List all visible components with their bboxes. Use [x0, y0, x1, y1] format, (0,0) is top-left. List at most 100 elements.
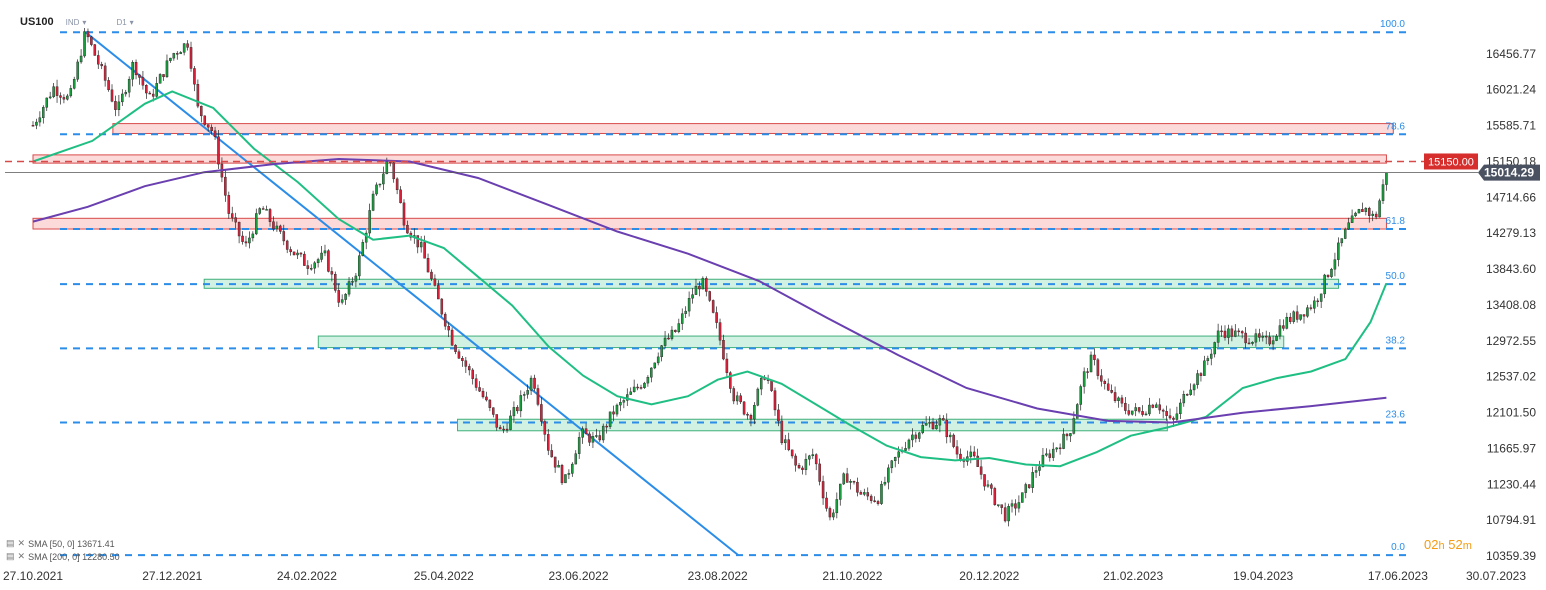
- candle: [406, 220, 409, 234]
- symbol-label[interactable]: US100: [20, 16, 54, 28]
- candle: [1309, 304, 1313, 311]
- candle-body: [790, 449, 794, 457]
- y-tick-label: 12537.02: [1486, 370, 1536, 384]
- timeframe-dropdown-icon[interactable]: ▾: [129, 17, 134, 27]
- candle: [512, 401, 516, 423]
- candle: [1368, 206, 1371, 223]
- candle: [38, 111, 42, 127]
- candle-body: [1288, 316, 1292, 322]
- candle-body: [97, 55, 100, 65]
- sma-eye-icon[interactable]: ▤: [6, 538, 15, 548]
- candle: [1110, 384, 1113, 394]
- candle: [1031, 466, 1034, 493]
- candle: [141, 70, 145, 90]
- candle-body: [176, 53, 179, 55]
- candle: [1000, 504, 1003, 515]
- sma-eye-icon[interactable]: ▤: [6, 551, 15, 561]
- candle: [739, 393, 742, 405]
- candle: [230, 206, 234, 222]
- candle-body: [976, 455, 979, 467]
- candle: [1106, 378, 1110, 392]
- candle: [1292, 310, 1295, 324]
- candle-body: [1055, 447, 1058, 450]
- candle-body: [1161, 409, 1165, 412]
- candle: [687, 291, 691, 317]
- fib-label-0.0: 0.0: [1391, 542, 1405, 553]
- candle-body: [639, 387, 643, 389]
- candle: [1182, 390, 1186, 407]
- candle: [347, 277, 351, 297]
- candle-body: [890, 460, 894, 469]
- candle: [1203, 355, 1206, 376]
- candle-body: [863, 492, 866, 495]
- candle-body: [529, 377, 533, 391]
- source-label[interactable]: IND: [65, 17, 80, 27]
- candle-body: [485, 396, 488, 401]
- candle-body: [1271, 340, 1275, 345]
- candle-body: [663, 337, 667, 346]
- candle: [193, 65, 196, 92]
- candle-body: [1096, 359, 1100, 376]
- source-dropdown-icon[interactable]: ▾: [82, 17, 87, 27]
- candle-body: [629, 391, 632, 395]
- candle-body: [948, 434, 952, 438]
- candle-body: [1165, 411, 1168, 416]
- candle: [564, 474, 567, 484]
- candle: [1354, 211, 1357, 218]
- y-tick-label: 16456.77: [1486, 47, 1536, 61]
- candle: [1261, 332, 1265, 342]
- candle-body: [1278, 325, 1282, 337]
- candle-body: [45, 97, 49, 108]
- candle-body: [1340, 238, 1344, 244]
- candle-body: [512, 407, 516, 417]
- y-tick-label: 13408.08: [1486, 298, 1536, 312]
- candle: [196, 79, 200, 109]
- candle-body: [79, 55, 83, 63]
- candle-body: [646, 376, 650, 384]
- remove-indicator-icon[interactable]: ✕: [17, 538, 26, 548]
- candle-body: [739, 395, 742, 403]
- candle: [303, 251, 306, 266]
- candle-body: [835, 499, 839, 514]
- y-tick-label: 11665.97: [1487, 441, 1536, 455]
- candle-body: [248, 237, 251, 244]
- candle: [502, 425, 505, 434]
- candle-body: [244, 241, 248, 244]
- candle: [904, 441, 907, 453]
- candle: [986, 480, 990, 488]
- candle-body: [849, 481, 852, 483]
- candle: [718, 318, 722, 346]
- candle-body: [93, 44, 97, 56]
- remove-indicator-icon[interactable]: ✕: [17, 551, 26, 561]
- candle: [595, 428, 598, 439]
- candle: [1007, 503, 1010, 527]
- candle: [1364, 207, 1368, 216]
- timeframe-label[interactable]: D1: [116, 17, 127, 27]
- candle: [97, 50, 100, 70]
- candle-body: [151, 93, 155, 97]
- candle-body: [48, 96, 52, 99]
- candle: [1285, 312, 1289, 330]
- candle: [1134, 403, 1137, 417]
- candle: [842, 472, 845, 485]
- candle: [928, 416, 931, 428]
- candle-body: [519, 395, 523, 412]
- candle: [1319, 293, 1323, 309]
- candle-body: [62, 97, 66, 100]
- candle: [1337, 237, 1340, 267]
- candle: [1306, 304, 1309, 318]
- x-tick-label: 27.12.2021: [142, 569, 202, 583]
- candle: [656, 352, 660, 366]
- candle: [907, 438, 911, 451]
- candle: [698, 281, 701, 297]
- candle: [1017, 495, 1021, 513]
- candle: [1027, 484, 1031, 489]
- candle: [364, 230, 368, 250]
- candle: [59, 92, 62, 105]
- candle: [35, 118, 38, 130]
- candle-body: [279, 225, 282, 232]
- candle: [127, 76, 131, 98]
- candle-body: [1261, 335, 1265, 338]
